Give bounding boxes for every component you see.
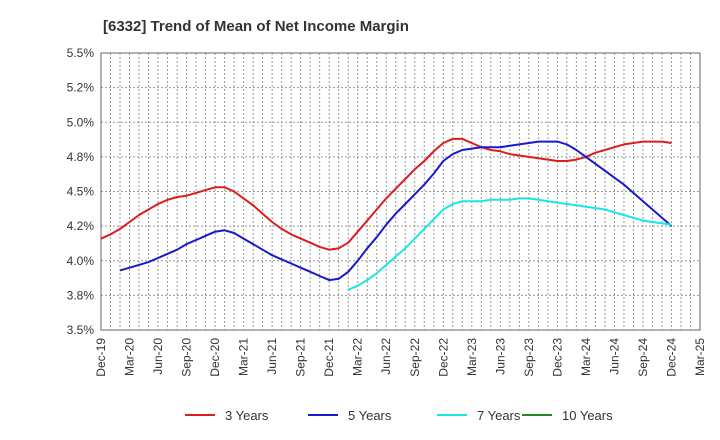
y-tick-label: 5.0% — [67, 115, 95, 129]
series-line-3 — [347, 197, 672, 291]
legend-label: 10 Years — [562, 408, 613, 423]
x-tick-label: Jun-22 — [379, 338, 393, 375]
x-tick-label: Mar-23 — [465, 338, 479, 376]
x-tick-label: Sep-23 — [522, 338, 536, 377]
chart-grid — [100, 52, 701, 331]
y-tick-label: 3.8% — [67, 288, 95, 302]
legend-item-2: 5 Years — [308, 408, 392, 423]
x-axis: Dec-19 Mar-20 Jun-20 Sep-20 Dec-20 Mar-21 Jun-… — [94, 338, 707, 377]
y-tick-label: 4.8% — [67, 150, 95, 164]
plot-area — [100, 52, 701, 331]
x-tick-label: Dec-23 — [550, 338, 564, 377]
x-tick-label: Sep-21 — [294, 338, 308, 377]
x-tick-label: Jun-23 — [493, 338, 507, 375]
x-tick-label: Mar-21 — [237, 338, 251, 376]
y-tick-label: 4.0% — [67, 254, 95, 268]
series-group — [100, 137, 673, 291]
legend-item-1: 3 Years — [185, 408, 269, 423]
legend-label: 7 Years — [477, 408, 521, 423]
x-tick-label: Mar-22 — [351, 338, 365, 376]
x-tick-label: Mar-24 — [579, 338, 593, 376]
y-tick-label: 4.5% — [67, 185, 95, 199]
x-tick-label: Dec-21 — [322, 338, 336, 377]
y-tick-label: 3.5% — [67, 323, 95, 337]
x-tick-label: Dec-24 — [664, 338, 678, 377]
series-line-1 — [100, 137, 672, 251]
x-tick-label: Dec-19 — [94, 338, 108, 377]
x-tick-label: Sep-22 — [408, 338, 422, 377]
legend-label: 5 Years — [348, 408, 392, 423]
legend: 3 Years 5 Years 7 Years 10 Years — [185, 408, 613, 423]
x-tick-label: Dec-20 — [208, 338, 222, 377]
x-tick-label: Jun-24 — [607, 338, 621, 375]
y-tick-label: 5.2% — [67, 81, 95, 95]
x-tick-label: Mar-25 — [693, 338, 707, 376]
legend-label: 3 Years — [225, 408, 269, 423]
x-tick-label: Jun-21 — [265, 338, 279, 375]
series-line-2 — [119, 140, 673, 282]
plot-border — [100, 52, 701, 331]
y-axis: 3.5% 3.8% 4.0% 4.2% 4.5% 4.8% 5.0% 5.2% 5.5% — [67, 46, 95, 337]
x-tick-label: Dec-22 — [436, 338, 450, 377]
legend-item-4: 10 Years — [522, 408, 613, 423]
x-tick-label: Mar-20 — [123, 338, 137, 376]
x-tick-label: Sep-20 — [180, 338, 194, 377]
x-tick-label: Sep-24 — [636, 338, 650, 377]
y-tick-label: 4.2% — [67, 219, 95, 233]
chart-title: [6332] Trend of Mean of Net Income Margi… — [103, 18, 409, 35]
x-tick-label: Jun-20 — [151, 338, 165, 375]
legend-item-3: 7 Years — [437, 408, 521, 423]
y-tick-label: 5.5% — [67, 46, 95, 60]
